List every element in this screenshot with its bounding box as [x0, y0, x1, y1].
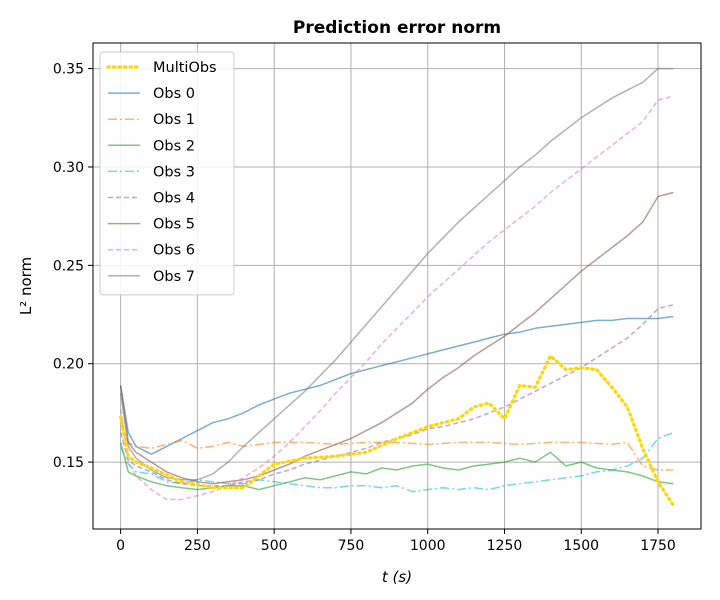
x-tick-label: 750: [338, 538, 365, 554]
legend-label: Obs 6: [153, 243, 195, 259]
legend-label: Obs 5: [153, 217, 195, 233]
series-line-obs-0: [119, 315, 674, 455]
x-tick-label: 1750: [640, 538, 676, 554]
legend-label: MultiObs: [153, 60, 217, 76]
legend: MultiObs Obs 0 Obs 1 Obs 2 Obs 3 Obs 4 Obs 5 Ob…: [99, 51, 235, 296]
y-tick-label: 0.15: [53, 455, 84, 471]
legend-box: [99, 51, 235, 296]
series-line-obs-2: [119, 442, 674, 491]
series-line-obs-6: [119, 95, 674, 501]
series-layer: [118, 67, 676, 507]
x-tick-label: 1500: [563, 538, 599, 554]
series-line-obs-3: [119, 431, 674, 493]
x-tick-label: 500: [261, 538, 288, 554]
x-tick-label: 250: [184, 538, 211, 554]
y-tick-label: 0.35: [53, 62, 84, 78]
legend-label: Obs 2: [153, 138, 195, 154]
x-tick-label: 1000: [410, 538, 446, 554]
series-line-multiobs: [118, 354, 676, 507]
y-tick-label: 0.25: [53, 258, 84, 274]
plot-frame: [92, 42, 702, 530]
legend-label: Obs 4: [153, 191, 195, 207]
y-axis-ticks: 0.15 0.20 0.25 0.30 0.35: [53, 62, 93, 471]
legend-label: Obs 3: [153, 164, 195, 180]
y-tick-label: 0.20: [53, 357, 84, 373]
x-tick-label: 0: [116, 538, 125, 554]
chart-title: Prediction error norm: [293, 18, 501, 38]
legend-label: Obs 7: [153, 269, 195, 285]
x-tick-label: 1250: [487, 538, 523, 554]
x-axis-ticks: 0 250 500 750 1000 1250 1500 1750: [116, 529, 676, 554]
y-tick-label: 0.30: [53, 160, 84, 176]
legend-label: Obs 1: [153, 112, 195, 128]
y-axis-label: L² norm: [17, 257, 35, 315]
x-axis-label: t (s): [382, 568, 412, 586]
legend-label: Obs 0: [153, 86, 195, 102]
series-line-obs-5: [119, 191, 674, 485]
series-line-obs-7: [119, 67, 674, 481]
